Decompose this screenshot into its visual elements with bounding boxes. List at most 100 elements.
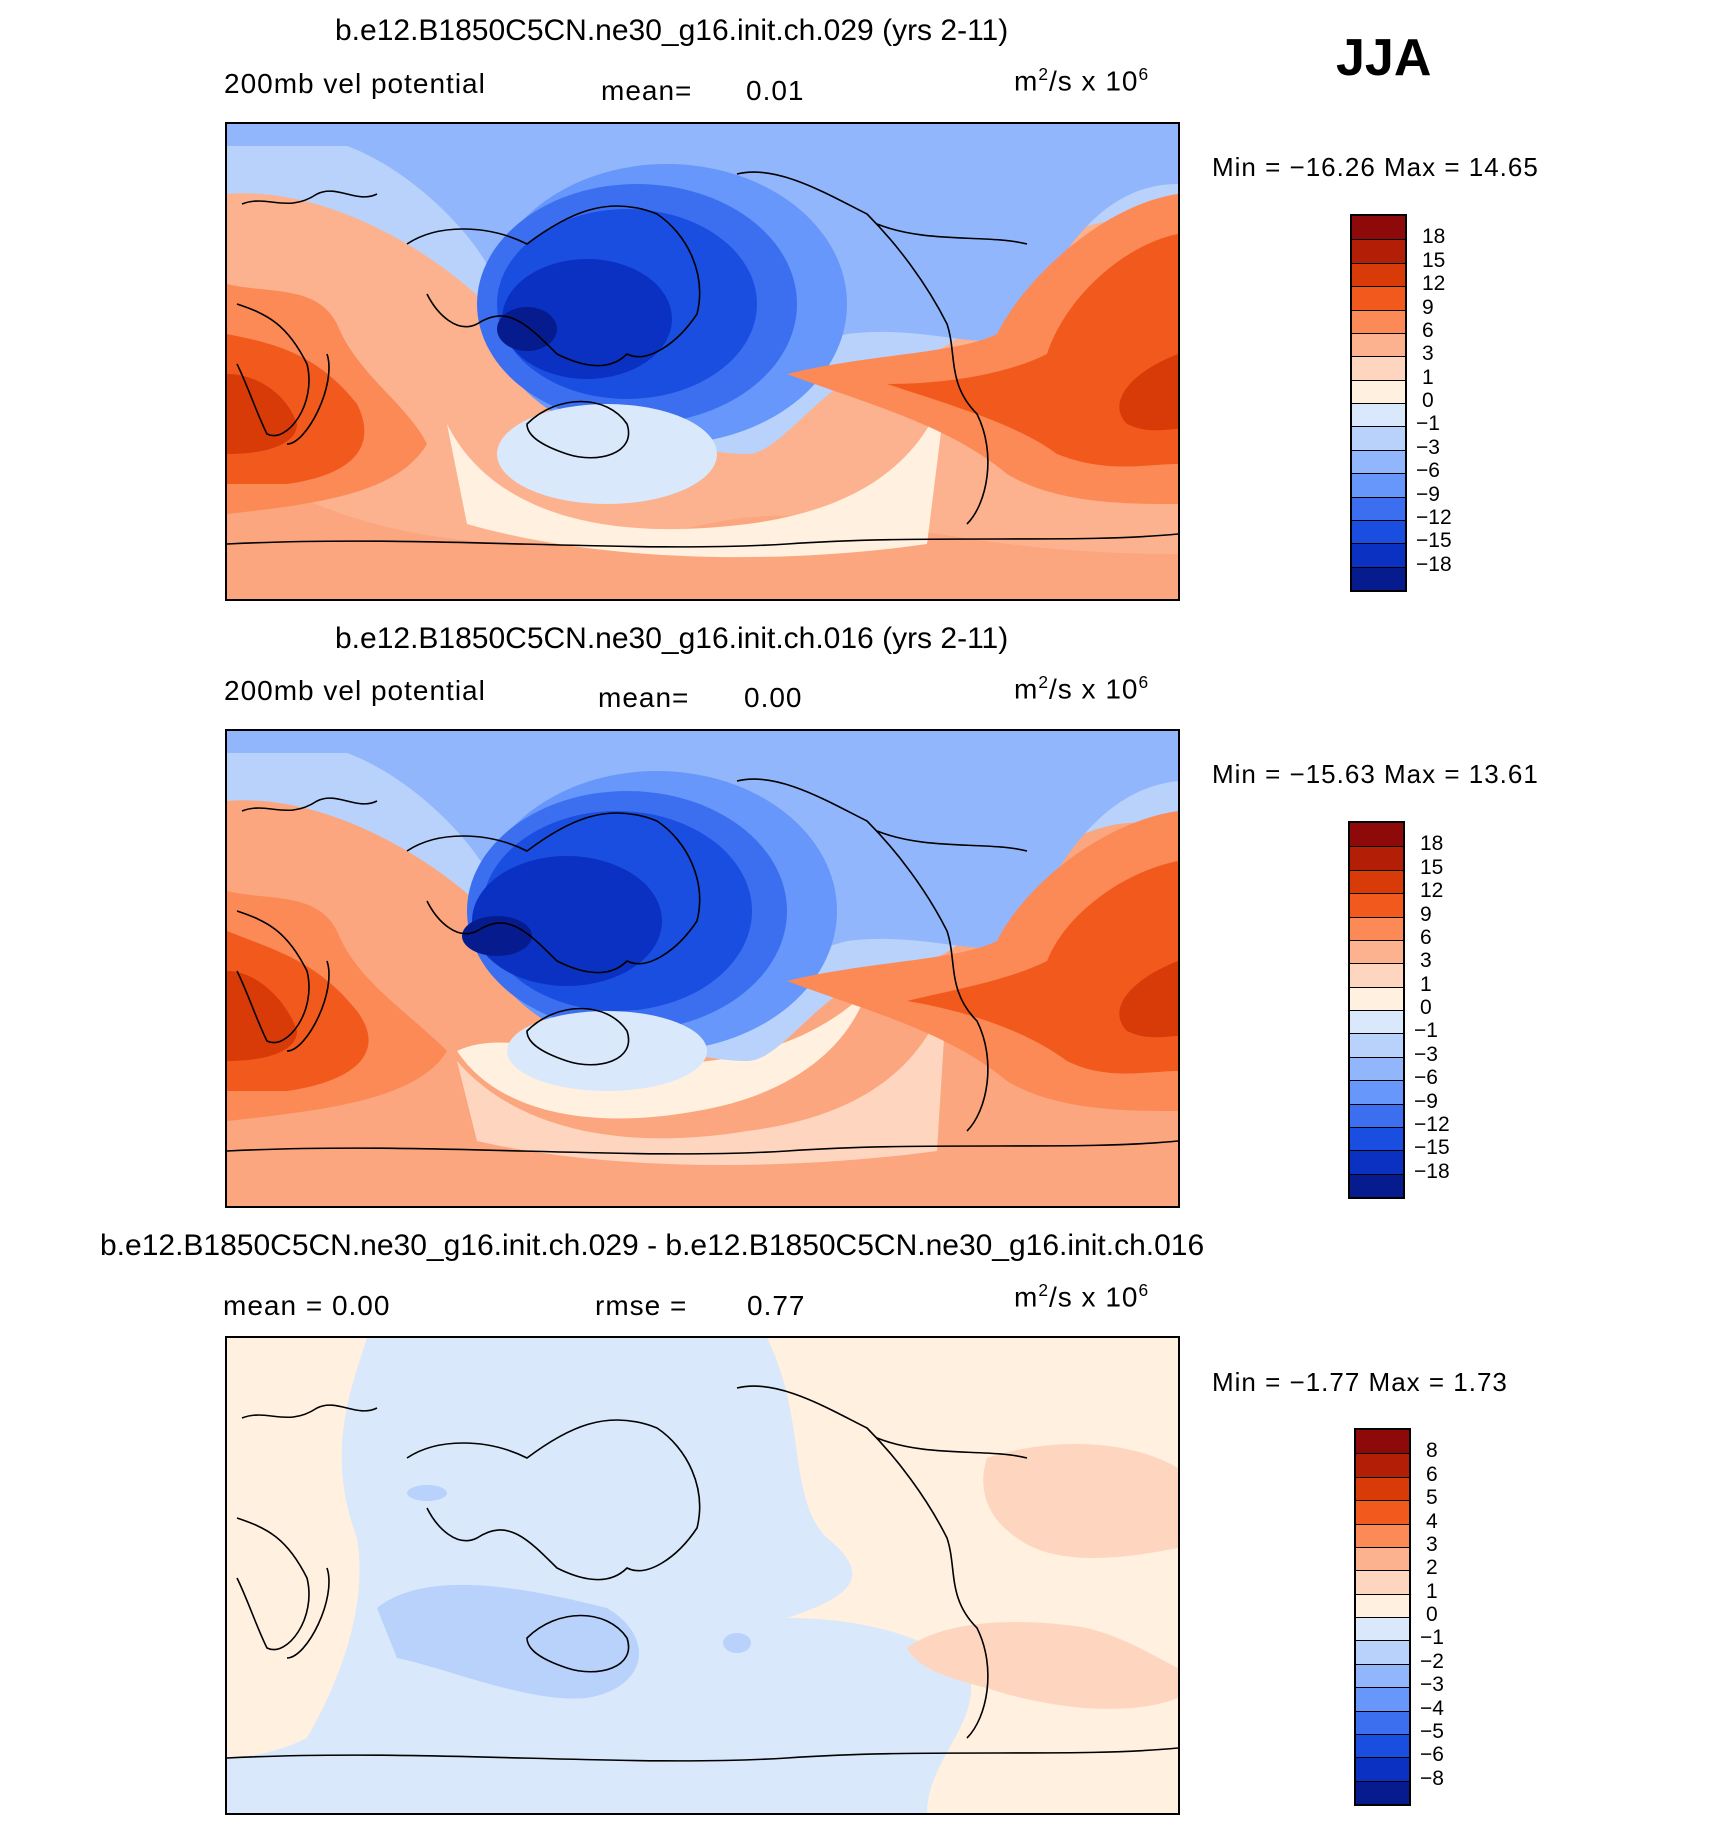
colorbar-tick-label: −6 (1416, 459, 1440, 483)
panel-2-contour-field (227, 731, 1178, 1206)
panel-1-field-label: 200mb vel potential (224, 68, 486, 99)
panel-1-contour-field (227, 124, 1178, 599)
colorbar-tick-label: −3 (1420, 1673, 1444, 1697)
panel-1-units: m2/s x 106 (1014, 64, 1150, 97)
colorbar-tick-label: 1 (1422, 365, 1434, 389)
panel-1-colorbar (1350, 214, 1407, 592)
colorbar-swatch (1350, 986, 1403, 1010)
colorbar-swatch (1350, 1056, 1403, 1081)
colorbar-tick-label: 2 (1426, 1556, 1438, 1580)
colorbar-swatch (1352, 543, 1405, 567)
colorbar-swatch (1350, 1126, 1403, 1151)
panel-3-rmse-label: rmse = (595, 1290, 688, 1321)
colorbar-swatch (1356, 1780, 1409, 1804)
colorbar-swatch (1356, 1733, 1409, 1758)
colorbar-swatch (1350, 1080, 1403, 1104)
panel-3-rmse-value: 0.77 (747, 1290, 806, 1321)
colorbar-tick-label: 3 (1420, 949, 1432, 973)
colorbar-swatch (1356, 1570, 1409, 1594)
panel-2-min-max: Min = −15.63 Max = 13.61 (1212, 759, 1539, 789)
colorbar-swatch (1350, 939, 1403, 964)
colorbar-swatch (1352, 496, 1405, 520)
colorbar-tick-label: −6 (1414, 1066, 1438, 1090)
colorbar-tick-label: −8 (1420, 1766, 1444, 1790)
colorbar-tick-label: 8 (1426, 1439, 1438, 1463)
colorbar-tick-label: −4 (1420, 1696, 1444, 1720)
colorbar-swatch (1350, 893, 1403, 917)
colorbar-swatch (1352, 332, 1405, 357)
colorbar-swatch (1350, 1103, 1403, 1127)
colorbar-tick-label: 3 (1422, 342, 1434, 366)
colorbar-swatch (1352, 239, 1405, 263)
colorbar-tick-label: −12 (1414, 1112, 1450, 1136)
colorbar-swatch (1356, 1476, 1409, 1501)
colorbar-swatch (1356, 1546, 1409, 1571)
panel-1-min-max: Min = −16.26 Max = 14.65 (1212, 152, 1539, 182)
colorbar-swatch (1350, 963, 1403, 987)
colorbar-tick-label: 0 (1420, 996, 1432, 1019)
colorbar-tick-label: 9 (1422, 295, 1434, 319)
colorbar-tick-label: 0 (1422, 389, 1434, 412)
panel-1-title: b.e12.B1850C5CN.ne30_g16.init.ch.029 (yr… (335, 14, 1009, 47)
colorbar-swatch (1352, 356, 1405, 380)
panel-2-field-label: 200mb vel potential (224, 675, 486, 706)
colorbar-swatch (1356, 1593, 1409, 1617)
panel-1-mean-value: 0.01 (746, 75, 805, 106)
colorbar-swatch (1352, 309, 1405, 333)
colorbar-tick-label: 12 (1422, 272, 1446, 296)
panel-3-min-max: Min = −1.77 Max = 1.73 (1212, 1367, 1508, 1397)
colorbar-swatch (1350, 823, 1403, 847)
colorbar-swatch (1352, 286, 1405, 310)
colorbar-tick-label: −3 (1414, 1042, 1438, 1066)
colorbar-tick-label: −3 (1416, 435, 1440, 459)
colorbar-swatch (1352, 262, 1405, 287)
panel-3-map (225, 1336, 1180, 1815)
colorbar-swatch (1350, 1173, 1403, 1197)
colorbar-swatch (1350, 1010, 1403, 1034)
colorbar-swatch (1352, 379, 1405, 403)
colorbar-tick-label: 3 (1426, 1532, 1438, 1556)
colorbar-swatch (1356, 1757, 1409, 1781)
panel-2-mean-label: mean= (598, 682, 690, 713)
colorbar-tick-label: −2 (1420, 1649, 1444, 1673)
colorbar-swatch (1356, 1500, 1409, 1524)
colorbar-swatch (1352, 403, 1405, 427)
colorbar-tick-label: 4 (1426, 1509, 1438, 1533)
colorbar-swatch (1356, 1663, 1409, 1688)
panel-2-title: b.e12.B1850C5CN.ne30_g16.init.ch.016 (yr… (335, 622, 1009, 655)
panel-1-mean-label: mean= (601, 75, 693, 106)
colorbar-tick-label: 12 (1420, 879, 1444, 903)
colorbar-tick-label: 18 (1422, 225, 1446, 249)
colorbar-swatch (1352, 426, 1405, 450)
colorbar-tick-label: −1 (1420, 1626, 1444, 1650)
colorbar-tick-label: −15 (1414, 1136, 1450, 1160)
colorbar-swatch (1352, 449, 1405, 474)
colorbar-swatch (1350, 846, 1403, 870)
colorbar-tick-label: −1 (1416, 412, 1440, 436)
colorbar-tick-label: 9 (1420, 902, 1432, 926)
colorbar-tick-label: −12 (1416, 505, 1452, 529)
colorbar-tick-label: 6 (1422, 318, 1434, 342)
panel-3-units: m2/s x 106 (1014, 1280, 1150, 1313)
colorbar-swatch (1352, 566, 1405, 590)
colorbar-tick-label: −9 (1416, 482, 1440, 506)
colorbar-tick-label: 5 (1426, 1486, 1438, 1510)
colorbar-swatch (1352, 216, 1405, 240)
colorbar-tick-label: −18 (1416, 552, 1452, 576)
colorbar-tick-label: 0 (1426, 1603, 1438, 1626)
colorbar-swatch (1356, 1710, 1409, 1734)
colorbar-tick-label: −5 (1420, 1719, 1444, 1743)
colorbar-tick-label: −18 (1414, 1159, 1450, 1183)
colorbar-swatch (1356, 1430, 1409, 1454)
colorbar-tick-label: 1 (1420, 972, 1432, 996)
panel-3-contour-field (227, 1338, 1178, 1813)
panel-3-mean-label: mean = 0.00 (223, 1290, 391, 1321)
colorbar-swatch (1350, 1150, 1403, 1174)
season-label: JJA (1336, 29, 1432, 87)
panel-2-units: m2/s x 106 (1014, 672, 1150, 705)
colorbar-swatch (1352, 473, 1405, 497)
colorbar-tick-label: 15 (1422, 248, 1446, 272)
colorbar-swatch (1350, 1033, 1403, 1057)
colorbar-tick-label: 6 (1426, 1462, 1438, 1486)
colorbar-tick-label: −15 (1416, 529, 1452, 553)
